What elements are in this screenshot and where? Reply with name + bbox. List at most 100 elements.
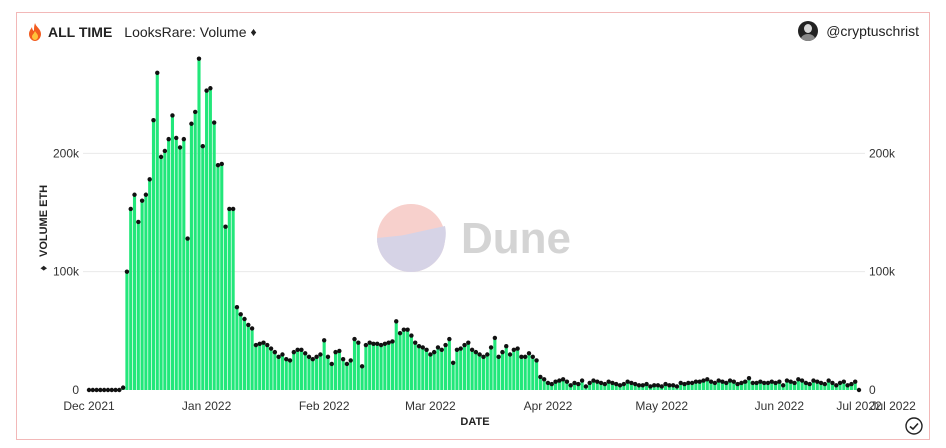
bar (326, 356, 330, 390)
data-point (614, 381, 619, 387)
bar (129, 208, 133, 390)
data-point (447, 336, 452, 342)
y-axis-left: 0 100k 200k (53, 146, 80, 397)
bar (728, 380, 732, 390)
data-point (598, 380, 604, 386)
data-point (500, 349, 505, 355)
data-point (541, 377, 547, 382)
bar (766, 382, 770, 390)
data-point (477, 352, 482, 357)
data-point (246, 322, 251, 328)
data-point (306, 354, 312, 360)
bar (637, 385, 641, 390)
bar (140, 200, 144, 390)
bar (269, 348, 273, 390)
bar (231, 208, 235, 390)
bar (565, 381, 569, 390)
bar (808, 384, 812, 390)
bar (443, 345, 448, 390)
bar (315, 356, 319, 390)
bar (785, 380, 789, 390)
data-point (257, 341, 262, 347)
bar (500, 352, 505, 390)
check-circle-icon[interactable] (905, 417, 923, 435)
bar (273, 352, 277, 390)
bar (796, 379, 800, 390)
bar (368, 342, 372, 390)
data-point (769, 379, 774, 384)
data-point (712, 380, 718, 386)
bar (667, 385, 671, 390)
bar (447, 339, 451, 390)
data-point (761, 380, 767, 386)
data-point (287, 358, 293, 363)
x-axis-title: DATE (460, 416, 489, 428)
data-point (526, 351, 532, 356)
data-point (553, 379, 558, 384)
bar (489, 347, 493, 390)
bar (751, 382, 755, 390)
bar (379, 345, 383, 390)
data-point (337, 348, 342, 354)
data-point (86, 387, 92, 393)
data-point (124, 269, 130, 274)
x-tick-label: May 2022 (635, 399, 688, 413)
y-tick-label-right: 0 (869, 383, 876, 397)
data-point (708, 379, 714, 384)
data-point (295, 347, 300, 352)
data-point (321, 338, 327, 343)
data-point (371, 341, 376, 347)
bar (337, 350, 341, 390)
bar (720, 381, 725, 390)
bar (572, 382, 577, 390)
bar (690, 382, 694, 390)
data-point (276, 354, 281, 360)
bar (758, 381, 762, 390)
bar (239, 314, 243, 390)
data-point (735, 381, 740, 387)
bar (652, 385, 656, 390)
bar (474, 352, 478, 390)
bar (383, 343, 387, 390)
data-point (454, 347, 460, 352)
bar (451, 362, 455, 390)
bar (163, 150, 167, 390)
bar (189, 123, 193, 390)
bar (580, 380, 584, 390)
data-point (697, 379, 702, 384)
data-point (363, 342, 369, 348)
bar (356, 342, 360, 390)
data-point (701, 378, 706, 383)
data-point (211, 120, 217, 125)
data-point (507, 352, 513, 357)
x-tick-label: Mar 2022 (405, 399, 456, 413)
data-point (303, 351, 308, 356)
bar (250, 328, 254, 390)
data-point (413, 340, 418, 345)
data-point (731, 379, 737, 384)
bar (136, 221, 140, 390)
data-point (837, 380, 843, 386)
bar (747, 378, 751, 390)
data-point (390, 339, 395, 344)
data-point (439, 347, 444, 352)
data-point (845, 383, 850, 388)
data-point (158, 154, 164, 160)
bar (208, 88, 212, 390)
data-point (174, 135, 179, 141)
bar (261, 342, 266, 390)
bar (303, 353, 307, 390)
bar (682, 384, 687, 390)
data-point (496, 354, 501, 360)
data-point (325, 354, 331, 360)
bar (132, 194, 137, 390)
bar (823, 384, 827, 390)
data-point (579, 378, 585, 383)
data-point (765, 380, 771, 386)
author-link[interactable]: @cryptuschrist (798, 21, 919, 41)
chart-card: Dune 0 100k 200k 0 100k 200k Dec 2021 Jan 202… (16, 12, 930, 440)
data-point (803, 380, 809, 386)
data-point (424, 347, 429, 352)
bar (698, 381, 702, 390)
data-point (799, 378, 805, 383)
